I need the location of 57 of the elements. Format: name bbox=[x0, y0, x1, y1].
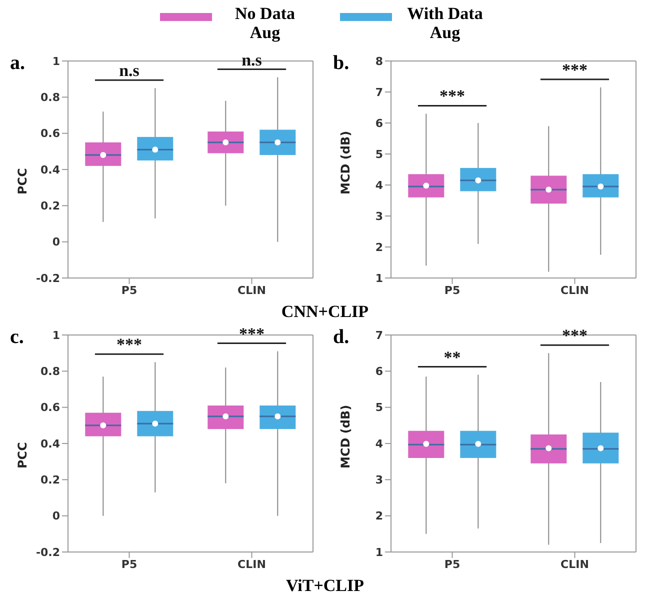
y-tick-label: 0.8 bbox=[40, 365, 60, 378]
chart-title: d. bbox=[333, 326, 350, 349]
text: ViT+CLIP bbox=[286, 576, 364, 595]
y-tick-label: 8 bbox=[375, 54, 383, 68]
y-tick-label: 0 bbox=[52, 236, 60, 249]
y-tick-label: 5 bbox=[375, 401, 383, 414]
x-tick-label: CLIN bbox=[560, 558, 589, 571]
y-tick-label: 2 bbox=[375, 240, 383, 254]
annotation: ** bbox=[444, 348, 461, 367]
y-tick-label: 4 bbox=[375, 178, 384, 192]
legend-label: With Data Aug bbox=[406, 4, 484, 42]
y-tick-label: 3 bbox=[375, 210, 383, 223]
text: CNN+CLIP bbox=[281, 302, 369, 321]
y-tick-label: -0.2 bbox=[36, 272, 60, 285]
annotation: *** bbox=[440, 86, 465, 106]
y-tick-label: 0.8 bbox=[40, 91, 60, 104]
chart-title: c. bbox=[10, 326, 24, 349]
y-tick-label: 7 bbox=[375, 86, 383, 99]
y-tick-label: 3 bbox=[375, 474, 383, 487]
y-tick-label: 0.4 bbox=[40, 437, 60, 450]
x-tick-label: P5 bbox=[444, 284, 460, 297]
y-tick-label: 0.4 bbox=[40, 163, 60, 176]
annotation: n.s bbox=[242, 50, 262, 70]
y-tick-label: 0 bbox=[52, 510, 60, 523]
annotation: *** bbox=[562, 326, 588, 346]
y-axis-title: PCC bbox=[15, 168, 30, 194]
y-tick-label: 7 bbox=[375, 328, 383, 342]
chart-title: b. bbox=[333, 52, 350, 75]
y-tick-label: 0.6 bbox=[40, 127, 60, 140]
y-axis-title: MCD (dB) bbox=[338, 404, 352, 468]
y-axis-title: MCD (dB) bbox=[338, 130, 352, 194]
annotation: n.s bbox=[119, 61, 140, 80]
y-tick-label: 2 bbox=[375, 510, 383, 523]
x-tick-label: P5 bbox=[121, 558, 138, 571]
x-tick-label: CLIN bbox=[238, 284, 266, 297]
x-tick-label: CLIN bbox=[238, 558, 266, 571]
y-tick-label: 1 bbox=[52, 328, 60, 342]
y-tick-label: 0.2 bbox=[40, 200, 60, 213]
annotation: *** bbox=[116, 335, 142, 354]
y-tick-label: 5 bbox=[375, 148, 383, 161]
annotation: *** bbox=[562, 60, 588, 80]
chart-title: a. bbox=[10, 52, 25, 75]
x-tick-label: CLIN bbox=[560, 284, 589, 297]
annotation: *** bbox=[239, 324, 264, 344]
y-tick-label: 4 bbox=[375, 437, 384, 450]
y-axis-title: PCC bbox=[15, 442, 30, 468]
legend-label: No Data Aug bbox=[234, 4, 296, 42]
y-tick-label: 6 bbox=[375, 365, 384, 378]
y-tick-label: 0.2 bbox=[40, 474, 60, 487]
y-tick-label: 6 bbox=[375, 116, 384, 130]
y-tick-label: 1 bbox=[375, 272, 383, 285]
y-tick-label: 0.6 bbox=[40, 401, 60, 414]
x-tick-label: P5 bbox=[444, 558, 460, 571]
y-tick-label: -0.2 bbox=[36, 546, 60, 559]
y-tick-label: 1 bbox=[375, 546, 383, 559]
x-tick-label: P5 bbox=[121, 284, 138, 297]
y-tick-label: 1 bbox=[52, 54, 60, 68]
